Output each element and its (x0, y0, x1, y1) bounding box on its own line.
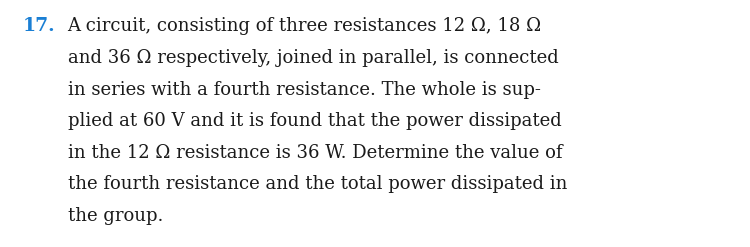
Text: in the 12 Ω resistance is 36 W. Determine the value of: in the 12 Ω resistance is 36 W. Determin… (68, 144, 562, 162)
Text: A circuit, consisting of three resistances 12 Ω, 18 Ω: A circuit, consisting of three resistanc… (68, 17, 542, 35)
Text: plied at 60 V and it is found that the power dissipated: plied at 60 V and it is found that the p… (68, 112, 561, 130)
Text: in series with a fourth resistance. The whole is sup-: in series with a fourth resistance. The … (68, 81, 540, 99)
Text: the group.: the group. (68, 207, 163, 225)
Text: the fourth resistance and the total power dissipated in: the fourth resistance and the total powe… (68, 175, 567, 193)
Text: 17.: 17. (22, 17, 56, 35)
Text: and 36 Ω respectively, joined in parallel, is connected: and 36 Ω respectively, joined in paralle… (68, 49, 558, 67)
